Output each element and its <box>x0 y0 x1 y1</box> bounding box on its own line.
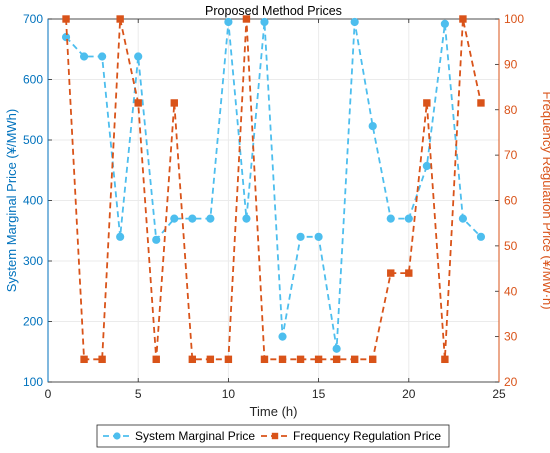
data-point-system-marginal-price <box>440 19 449 28</box>
legend-entry-frequency-regulation-price: Frequency Regulation Price <box>261 429 441 443</box>
y-right-tick-label: 60 <box>504 194 518 208</box>
x-axis-label: Time (h) <box>250 404 298 419</box>
data-point-system-marginal-price <box>296 232 305 241</box>
data-point-frequency-regulation-price <box>459 15 467 23</box>
data-point-system-marginal-price <box>404 214 413 223</box>
y-left-tick-label: 400 <box>23 194 43 208</box>
x-tick-label: 5 <box>135 387 142 401</box>
data-point-frequency-regulation-price <box>80 355 88 364</box>
x-tick-label: 0 <box>45 387 52 401</box>
data-point-frequency-regulation-price <box>350 355 359 364</box>
y-right-tick-label: 40 <box>504 284 518 298</box>
data-point-system-marginal-price <box>170 214 179 223</box>
chart-title: Proposed Method Prices <box>205 4 342 18</box>
data-point-system-marginal-price <box>242 214 251 223</box>
data-point-frequency-regulation-price <box>405 269 413 277</box>
legend-marker-frequency-regulation-price <box>271 432 279 440</box>
data-point-system-marginal-price <box>386 214 395 223</box>
data-point-system-marginal-price <box>350 17 359 27</box>
data-point-system-marginal-price <box>368 121 377 131</box>
data-point-frequency-regulation-price <box>224 355 233 364</box>
y-left-tick-label: 100 <box>23 375 43 389</box>
data-point-frequency-regulation-price <box>314 355 323 364</box>
legend: System Marginal Price Frequency Regulati… <box>96 424 450 448</box>
data-point-system-marginal-price <box>458 214 468 223</box>
data-point-system-marginal-price <box>79 52 89 61</box>
legend-label-system-marginal-price: System Marginal Price <box>135 429 255 443</box>
data-point-frequency-regulation-price <box>441 355 449 364</box>
data-point-frequency-regulation-price <box>369 355 377 364</box>
data-point-frequency-regulation-price <box>206 355 215 364</box>
series-line-frequency-regulation-price <box>65 18 482 361</box>
data-point-system-marginal-price <box>152 235 161 244</box>
series-line-system-marginal-price <box>65 21 482 349</box>
y-right-tick-label: 50 <box>504 239 518 253</box>
x-tick-label: 10 <box>222 387 236 401</box>
data-point-system-marginal-price <box>98 52 107 61</box>
x-tick-label: 25 <box>492 387 506 401</box>
y-right-tick-label: 80 <box>504 103 518 117</box>
data-point-frequency-regulation-price <box>98 355 106 364</box>
data-point-system-marginal-price <box>314 232 323 241</box>
data-point-frequency-regulation-price <box>188 355 197 364</box>
y-left-tick-label: 200 <box>23 315 43 329</box>
legend-entry-system-marginal-price: System Marginal Price <box>103 429 255 443</box>
data-point-frequency-regulation-price <box>242 15 251 23</box>
y-axis-right-label: Frequency Regulation Price (¥/MW·h) <box>540 91 550 309</box>
data-point-frequency-regulation-price <box>152 355 160 364</box>
data-point-frequency-regulation-price <box>423 99 431 107</box>
data-point-frequency-regulation-price <box>278 355 287 364</box>
data-point-system-marginal-price <box>224 17 233 27</box>
y-left-tick-label: 600 <box>23 73 43 87</box>
y-right-tick-label: 70 <box>504 148 518 162</box>
data-point-frequency-regulation-price <box>477 99 485 107</box>
y-left-tick-label: 700 <box>23 12 43 26</box>
data-point-system-marginal-price <box>134 52 143 61</box>
y-right-tick-label: 30 <box>504 330 518 344</box>
data-point-system-marginal-price <box>332 344 341 353</box>
data-point-system-marginal-price <box>476 232 486 241</box>
y-left-tick-label: 300 <box>23 254 43 268</box>
data-point-frequency-regulation-price <box>170 99 178 107</box>
data-point-system-marginal-price <box>188 214 197 223</box>
data-point-system-marginal-price <box>422 161 431 171</box>
legend-label-frequency-regulation-price: Frequency Regulation Price <box>293 429 441 443</box>
y-right-tick-label: 90 <box>504 57 518 71</box>
data-point-frequency-regulation-price <box>134 99 142 107</box>
data-point-frequency-regulation-price <box>296 355 305 364</box>
data-point-system-marginal-price <box>278 332 287 341</box>
data-point-frequency-regulation-price <box>387 269 395 277</box>
x-tick-label: 20 <box>402 387 416 401</box>
y-right-tick-label: 20 <box>504 375 518 389</box>
y-axis-left-label: System Marginal Price (¥/MWh) <box>4 109 19 292</box>
data-point-system-marginal-price <box>260 17 269 27</box>
y-right-tick-label: 100 <box>504 12 524 26</box>
axis-ticks: 0 5 10 15 20 25100200300400500600700203040506… <box>23 12 524 401</box>
data-point-system-marginal-price <box>116 232 125 241</box>
data-point-system-marginal-price <box>206 214 215 223</box>
series-layer <box>61 15 486 364</box>
legend-marker-system-marginal-price <box>113 432 121 440</box>
y-left-tick-label: 500 <box>23 133 43 147</box>
x-tick-label: 15 <box>312 387 326 401</box>
data-point-frequency-regulation-price <box>62 15 70 23</box>
data-point-frequency-regulation-price <box>260 355 269 364</box>
data-point-frequency-regulation-price <box>116 15 124 23</box>
data-point-frequency-regulation-price <box>332 355 341 364</box>
